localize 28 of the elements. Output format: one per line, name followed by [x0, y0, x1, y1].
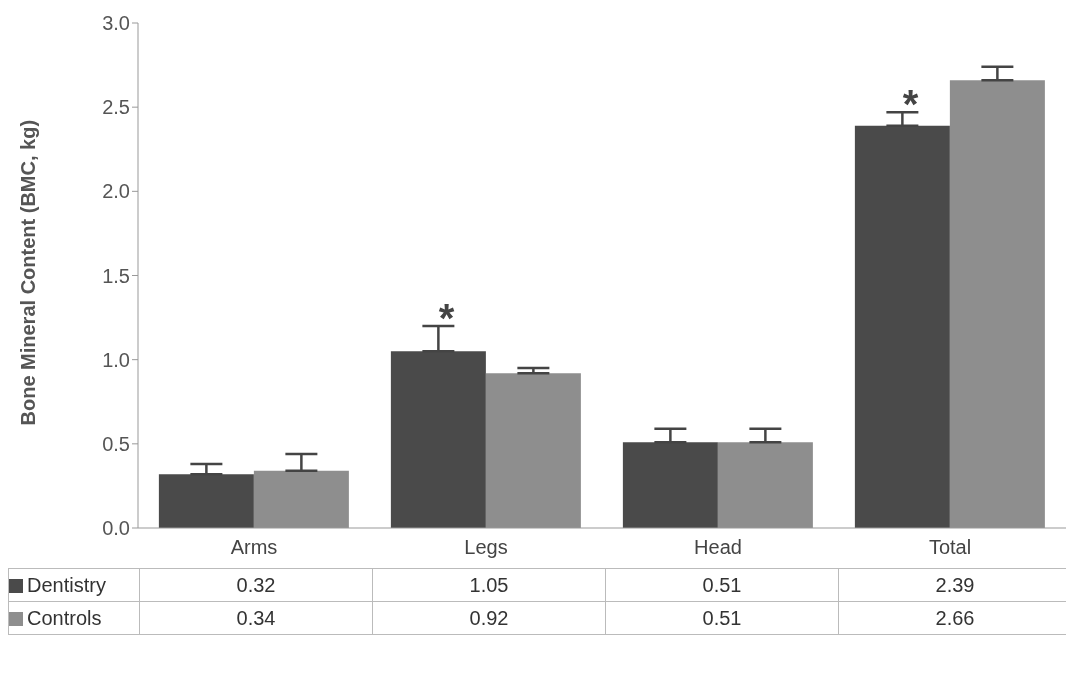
data-label: 0.51	[605, 601, 839, 635]
x-tick-label: Head	[694, 536, 742, 559]
data-label: 1.05	[372, 568, 606, 602]
data-label: 0.92	[372, 601, 606, 635]
data-label: 2.39	[838, 568, 1066, 602]
y-axis-title: Bone Mineral Content (BMC, kg)	[17, 119, 40, 426]
data-label: 0.32	[139, 568, 373, 602]
data-label: 0.34	[139, 601, 373, 635]
x-tick-label: Legs	[464, 536, 508, 559]
annotation: *	[438, 296, 455, 340]
y-tick-label: 2.5	[102, 96, 130, 119]
y-tick-label: 3.0	[102, 12, 130, 35]
y-tick-label: 0.5	[102, 432, 130, 455]
y-tick-label: 1.0	[102, 348, 130, 371]
annotation: *	[902, 82, 919, 127]
x-tick-label: Total	[928, 536, 972, 559]
legend-label: Controls	[8, 601, 140, 635]
bar	[158, 474, 254, 528]
y-tick-label: 1.5	[102, 264, 130, 287]
data-label: 2.66	[838, 601, 1066, 635]
bar	[622, 442, 718, 528]
legend-label: Dentistry	[8, 568, 140, 602]
data-label: 0.51	[605, 568, 839, 602]
bar	[390, 351, 486, 528]
y-tick-label: 2.0	[102, 180, 130, 203]
bar	[854, 125, 950, 528]
x-tick-label: Arms	[230, 536, 278, 559]
y-tick-label: 0.0	[102, 517, 130, 540]
